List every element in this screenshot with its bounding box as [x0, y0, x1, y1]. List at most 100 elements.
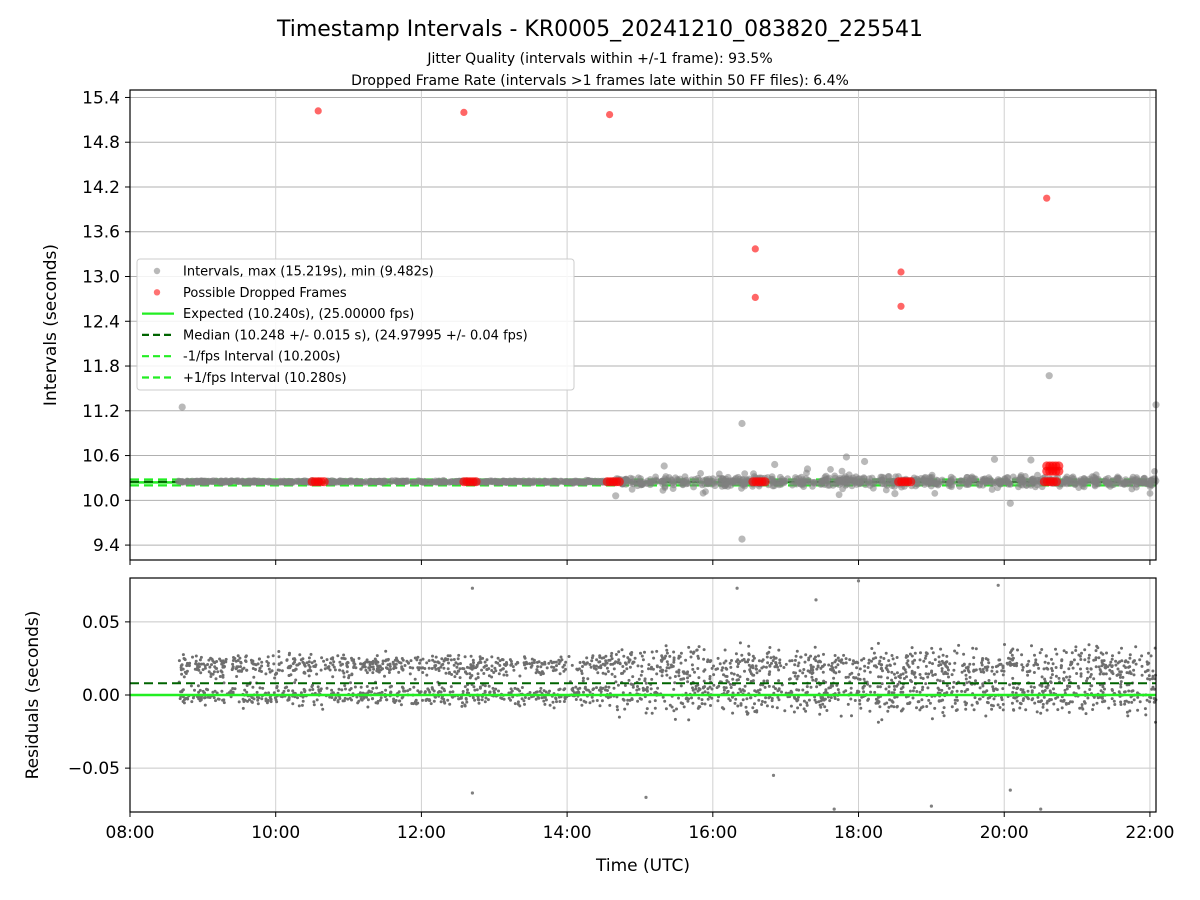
x-tick-label: 14:00 — [543, 823, 592, 843]
residual-point — [341, 662, 344, 666]
residual-point — [916, 665, 920, 669]
residual-point — [403, 689, 407, 693]
residual-point — [538, 689, 542, 693]
residuals-series-points — [470, 579, 1043, 811]
residual-point — [177, 659, 181, 663]
residual-point — [1099, 689, 1103, 693]
residual-point — [409, 659, 413, 663]
residual-point — [209, 675, 213, 678]
residual-point — [446, 698, 450, 702]
residual-point — [475, 663, 479, 667]
interval-point — [803, 465, 812, 473]
residual-point — [480, 698, 484, 702]
residual-point — [1026, 697, 1030, 701]
residual-point — [414, 702, 418, 706]
residual-point — [387, 671, 391, 674]
residual-point — [724, 686, 728, 690]
residual-point — [474, 677, 478, 681]
residual-point — [708, 677, 712, 681]
residual-point — [348, 688, 352, 692]
residual-point — [1002, 669, 1006, 673]
residual-point — [836, 663, 840, 667]
residual-point — [501, 658, 505, 662]
residual-point — [524, 666, 528, 670]
residual-point — [1151, 669, 1155, 673]
intervals-panel: 9.410.010.611.211.812.413.013.614.214.81… — [41, 88, 1160, 565]
y-tick-label: 13.0 — [82, 268, 120, 288]
interval-point — [722, 481, 730, 488]
residual-point — [887, 705, 891, 709]
residual-point — [930, 717, 934, 721]
residual-point — [660, 654, 664, 658]
interval-point — [917, 477, 924, 485]
residual-point — [1015, 661, 1019, 665]
residual-point — [196, 684, 200, 688]
residual-point — [349, 681, 352, 685]
residual-point — [778, 658, 782, 662]
residual-point — [915, 706, 918, 710]
residual-point — [691, 686, 694, 690]
residual-point — [491, 686, 495, 690]
residual-point — [795, 677, 799, 681]
residual-point — [245, 668, 249, 672]
residual-point — [315, 672, 319, 676]
residual-point — [331, 691, 335, 695]
residual-point — [1062, 670, 1066, 674]
residual-point — [450, 673, 454, 676]
residual-point — [201, 689, 205, 693]
residual-point — [1046, 683, 1050, 687]
residual-point — [359, 685, 363, 689]
residual-point — [1015, 687, 1019, 691]
residual-point — [283, 686, 287, 690]
residual-point — [722, 661, 726, 665]
residual-point — [822, 679, 826, 683]
interval-point — [632, 479, 640, 487]
residual-point — [342, 653, 346, 657]
residual-point — [933, 658, 937, 662]
residual-point — [644, 795, 648, 800]
residual-point — [427, 659, 431, 663]
residual-point — [665, 648, 669, 652]
residual-point — [453, 675, 457, 679]
residual-point — [275, 685, 279, 688]
residual-point — [953, 698, 957, 702]
residual-point — [523, 702, 526, 706]
legend-label: -1/fps Interval (10.200s) — [183, 350, 340, 365]
residual-point — [418, 691, 421, 695]
residual-point — [1078, 706, 1082, 710]
residual-point — [1089, 667, 1093, 671]
residual-point — [846, 675, 850, 679]
residual-point — [1043, 660, 1047, 664]
residual-point — [985, 700, 989, 704]
residual-point — [598, 704, 602, 708]
residual-point — [222, 701, 226, 705]
residual-point — [307, 660, 311, 664]
residual-point — [313, 665, 317, 669]
residual-point — [1018, 701, 1022, 705]
residual-point — [789, 704, 793, 708]
residual-point — [434, 667, 438, 671]
residual-point — [911, 689, 915, 693]
dropped-frame-point — [1051, 477, 1061, 487]
residual-point — [456, 657, 460, 661]
residual-point — [451, 690, 455, 694]
residual-point — [530, 664, 534, 667]
residual-point — [648, 700, 652, 704]
interval-point — [528, 478, 536, 486]
residual-point — [775, 706, 779, 710]
residual-point — [878, 705, 882, 709]
residual-point — [821, 670, 825, 674]
residual-point — [670, 705, 674, 709]
residual-point — [493, 666, 497, 670]
residual-point — [483, 684, 487, 688]
residual-point — [1030, 690, 1034, 694]
residual-point — [908, 689, 912, 693]
residual-point — [509, 659, 513, 663]
residual-point — [365, 685, 369, 688]
residual-point — [897, 675, 901, 678]
residual-point — [974, 668, 978, 672]
residual-point — [645, 686, 649, 689]
residual-point — [224, 660, 228, 664]
residual-point — [1054, 674, 1058, 678]
residual-point — [940, 688, 944, 692]
